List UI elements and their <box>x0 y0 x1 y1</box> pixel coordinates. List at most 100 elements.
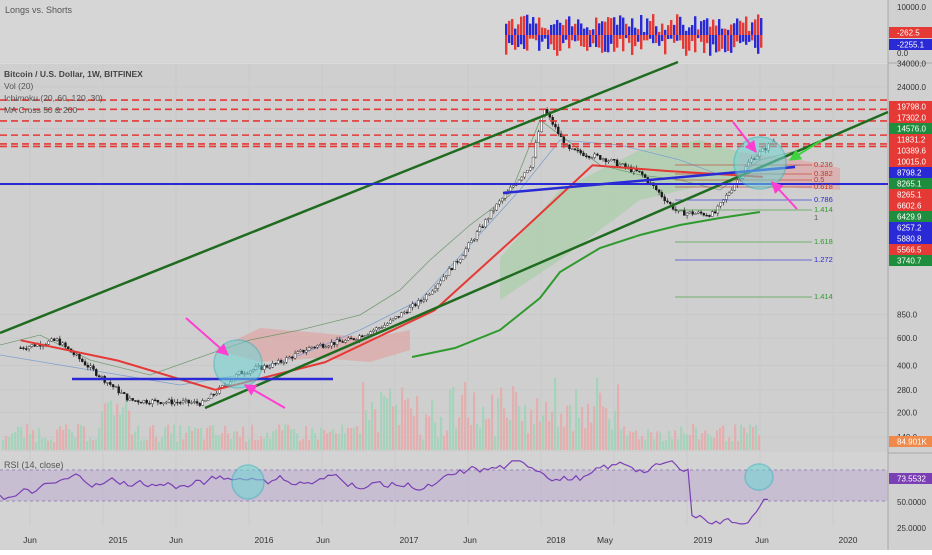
volume-bar <box>32 430 35 450</box>
volume-bar <box>581 406 584 450</box>
longs-shorts-bar <box>703 19 706 35</box>
longs-shorts-bar <box>709 35 712 56</box>
longs-shorts-bar <box>760 35 763 48</box>
longs-shorts-bar <box>721 35 724 49</box>
longs-shorts-bar <box>685 30 688 35</box>
candle-body <box>391 318 395 321</box>
time-axis[interactable]: Jun 2015 Jun 2016 Jun 2017 Jun 2018 May 2019 Jun 20… <box>23 535 858 545</box>
price-axis[interactable]: 10000.05000.00.0-262.5-2255.134000.02400… <box>889 3 932 533</box>
volume-bar <box>416 395 419 450</box>
candle-body <box>204 400 207 402</box>
longs-shorts-bar <box>661 23 664 35</box>
longs-shorts-bar <box>745 35 748 45</box>
volume-bar <box>503 408 506 450</box>
candle-body <box>195 401 199 404</box>
candle-body <box>375 327 378 331</box>
candle-body <box>730 189 734 194</box>
candle-body <box>447 267 451 276</box>
volume-bar <box>497 398 500 450</box>
candle-body <box>607 160 610 163</box>
volume-bar <box>311 428 314 450</box>
longs-shorts-bar <box>523 35 526 49</box>
candle-body <box>310 346 314 349</box>
volume-bar <box>164 427 167 450</box>
volume-bar <box>365 409 368 450</box>
candle-body <box>305 350 308 353</box>
candle-body <box>711 211 714 217</box>
volume-bar <box>98 428 101 450</box>
volume-bar <box>389 388 392 450</box>
candle-body <box>209 393 213 400</box>
volume-bar <box>551 411 554 450</box>
longs-shorts-bar <box>700 35 703 42</box>
longs-shorts-bar <box>703 35 706 54</box>
volume-bar <box>5 435 8 450</box>
axis-tick-label: 0.0 <box>897 49 909 58</box>
volume-bar <box>704 430 707 450</box>
volume-bar <box>692 424 695 450</box>
candle-body <box>92 365 95 370</box>
candle-body <box>369 331 372 335</box>
volume-bar <box>458 417 461 450</box>
longs-shorts-bar <box>595 35 598 47</box>
candle-body <box>568 144 571 150</box>
candle-body <box>512 185 515 188</box>
candle-body <box>263 365 266 370</box>
volume-bar <box>407 398 410 450</box>
candle-body <box>445 275 448 278</box>
fib-label: 1.618 <box>814 237 833 246</box>
candle-body <box>193 401 196 403</box>
volume-bar <box>467 417 470 450</box>
price-label-badge <box>889 101 932 112</box>
candle-body <box>579 150 582 154</box>
longs-shorts-bar <box>583 35 586 47</box>
candle-body <box>660 192 664 198</box>
rsi-title: RSI (14, close) <box>4 460 64 470</box>
longs-shorts-bar <box>676 14 679 35</box>
volume-bar <box>59 426 62 450</box>
longs-shorts-bar <box>598 23 601 35</box>
longs-shorts-bar <box>613 17 616 35</box>
candle-body <box>296 351 300 354</box>
candle-body <box>151 399 154 405</box>
candle-body <box>33 344 36 347</box>
candle-body <box>100 376 104 378</box>
volume-bar <box>545 402 548 450</box>
longs-shorts-bar <box>667 25 670 35</box>
volume-bar <box>68 429 71 450</box>
volume-bar <box>284 424 287 450</box>
volume-bar <box>296 433 299 450</box>
price-label-text: 6602.6 <box>897 202 922 211</box>
volume-bar <box>212 425 215 450</box>
volume-bar <box>185 432 188 450</box>
volume-bar <box>236 431 239 450</box>
candle-body <box>719 202 722 207</box>
volume-bar <box>494 436 497 450</box>
candle-body <box>316 345 319 348</box>
volume-bar <box>632 432 635 450</box>
longs-shorts-bar <box>742 35 745 42</box>
longs-shorts-bar <box>601 21 604 35</box>
candle-body <box>545 109 549 114</box>
volume-bar <box>557 427 560 450</box>
candle-body <box>358 335 361 340</box>
candle-body <box>347 337 350 341</box>
volume-bar <box>350 428 353 450</box>
longs-shorts-bar <box>727 35 730 52</box>
candle-body <box>722 199 725 203</box>
volume-bar <box>242 426 245 450</box>
longs-shorts-bar <box>709 26 712 35</box>
fib-label: 0.236 <box>814 160 833 169</box>
volume-bar <box>701 433 704 450</box>
longs-shorts-bar <box>586 27 589 35</box>
longs-shorts-bar <box>712 35 715 45</box>
axis-tick-label: 25.0000 <box>897 524 926 533</box>
longs-shorts-bar <box>550 24 553 35</box>
longs-shorts-bar <box>586 35 589 51</box>
axis-tick-label: 34000.0 <box>897 59 926 68</box>
candle-body <box>117 386 120 394</box>
volume-bar <box>530 409 533 450</box>
candle-body <box>22 347 25 349</box>
longs-shorts-bar <box>673 35 676 43</box>
